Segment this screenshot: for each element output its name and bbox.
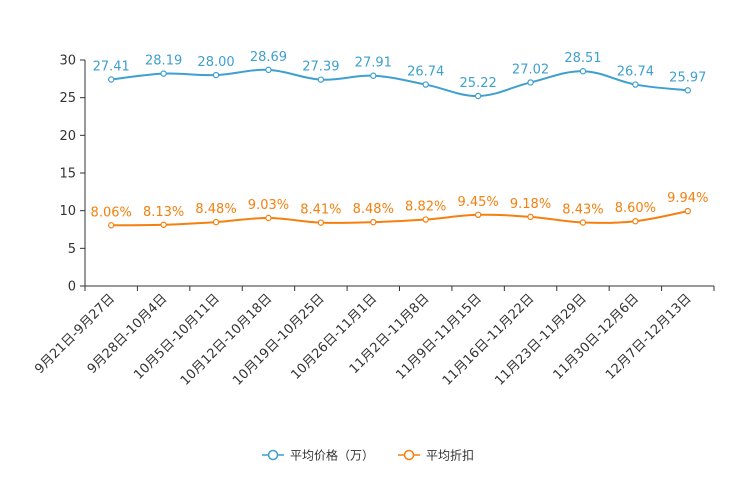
legend-marker-icon	[403, 449, 415, 461]
data-label: 27.91	[355, 56, 392, 71]
data-point	[370, 72, 377, 79]
data-point	[474, 92, 482, 100]
data-label: 8.48%	[353, 202, 394, 217]
data-point	[474, 211, 482, 219]
series-line	[111, 210, 688, 227]
data-label: 28.69	[250, 50, 287, 65]
y-tick-label: 20	[59, 129, 76, 144]
data-label: 8.13%	[143, 205, 184, 220]
data-point	[579, 219, 587, 226]
data-label: 27.02	[512, 62, 549, 77]
data-label: 9.03%	[248, 198, 289, 213]
data-label: 8.43%	[562, 202, 603, 217]
data-label: 27.39	[302, 60, 339, 75]
data-point	[632, 218, 639, 225]
data-point	[265, 214, 272, 222]
data-label: 28.00	[197, 55, 234, 70]
data-label: 28.19	[145, 54, 182, 69]
data-label: 26.74	[407, 65, 444, 80]
data-label: 8.60%	[615, 201, 656, 216]
y-tick-label: 30	[59, 54, 76, 69]
data-point	[684, 87, 691, 94]
y-tick-label: 5	[68, 242, 76, 257]
data-point	[632, 81, 639, 88]
legend-marker-icon	[267, 449, 279, 461]
data-point	[317, 76, 325, 83]
x-tick-label: 10月19日-10月25日	[230, 291, 327, 388]
y-tick-label: 25	[59, 91, 76, 106]
data-point	[422, 81, 429, 88]
legend-item[interactable]: 平均价格（万）	[262, 448, 374, 463]
data-point	[265, 66, 272, 74]
data-label: 9.45%	[457, 195, 498, 210]
data-point	[212, 218, 220, 226]
series-2: 8.06% 8.13% 8.48% 9.03% 8.41% 8.48% 8.82% 9.45%…	[91, 191, 708, 229]
series-layer: 27.41 28.19 28.00 28.69 27.39 27.91 26.74 25.22…	[91, 50, 708, 229]
data-label: 9.18%	[510, 197, 551, 212]
data-point	[527, 213, 534, 221]
y-tick-label: 0	[68, 280, 76, 295]
data-point	[160, 221, 167, 228]
data-point	[684, 207, 691, 215]
data-label: 25.97	[669, 70, 706, 85]
data-point	[108, 76, 115, 83]
y-tick-label: 10	[59, 204, 76, 219]
data-label: 26.74	[617, 65, 654, 80]
data-point	[422, 216, 429, 223]
x-tick-label: 10月12日-10月18日	[178, 291, 275, 388]
data-label: 8.06%	[91, 205, 132, 220]
data-point	[212, 71, 220, 79]
data-label: 9.94%	[667, 191, 708, 206]
data-label: 25.22	[460, 76, 497, 91]
y-tick-label: 15	[59, 167, 76, 182]
data-point	[160, 70, 167, 77]
data-point	[108, 222, 115, 229]
data-label: 8.48%	[195, 202, 236, 217]
x-tick-label: 11月23日-11月29日	[492, 291, 589, 388]
series-1: 27.41 28.19 28.00 28.69 27.39 27.91 26.74 25.22…	[93, 50, 706, 100]
x-axis-ticks: 9月21日-9月27日9月28日-10月4日10月5日-10月11日10月12日…	[32, 286, 715, 389]
legend-item[interactable]: 平均折扣	[398, 448, 474, 463]
x-tick-label: 11月16日-11月22日	[440, 291, 537, 388]
series-line	[111, 68, 688, 98]
data-point	[317, 219, 325, 226]
data-point	[370, 218, 377, 226]
legend-label: 平均折扣	[426, 448, 474, 463]
y-axis-ticks: 0 5 10 15 20 25 30	[59, 54, 85, 295]
data-point	[527, 79, 534, 86]
legend: 平均价格（万） 平均折扣	[262, 448, 474, 463]
legend-label: 平均价格（万）	[290, 448, 374, 463]
data-label: 8.41%	[300, 203, 341, 218]
data-label: 27.41	[93, 60, 130, 75]
data-point	[579, 68, 587, 75]
data-label: 8.82%	[405, 200, 446, 215]
data-label: 28.51	[564, 51, 601, 66]
